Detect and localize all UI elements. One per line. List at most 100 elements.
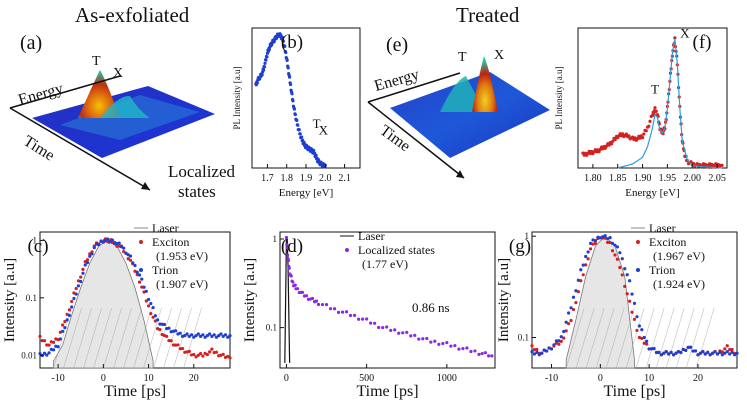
data-point-c bbox=[167, 326, 171, 330]
data-point-g bbox=[542, 348, 546, 352]
data-point-g bbox=[637, 335, 641, 340]
data-point-c bbox=[74, 292, 78, 296]
data-point-c bbox=[72, 296, 76, 301]
y-tick-label-c: 0.01 bbox=[21, 350, 37, 360]
data-point-c bbox=[192, 352, 196, 357]
data-point-c bbox=[149, 312, 153, 316]
data-point-f bbox=[611, 139, 615, 143]
peak-label-b-1: X bbox=[319, 123, 329, 138]
y-axis-label-f: PL Intensity [a.u] bbox=[554, 67, 564, 130]
legend-swatch-d bbox=[345, 248, 349, 252]
data-point-c bbox=[210, 334, 214, 338]
data-point-g bbox=[642, 335, 646, 340]
data-point-d bbox=[373, 321, 377, 325]
annotation-d: 0.86 ns bbox=[412, 300, 450, 315]
data-point-d bbox=[285, 246, 289, 250]
x-tick-label-f: 2.00 bbox=[683, 173, 701, 184]
legend-sub-g: (1.924 eV) bbox=[653, 277, 705, 291]
data-point-g bbox=[549, 347, 554, 351]
data-point-c bbox=[81, 267, 85, 271]
data-point-g bbox=[669, 350, 673, 354]
data-point-d bbox=[461, 346, 465, 351]
data-point-g bbox=[613, 243, 617, 247]
chart-d: 0 500 1000 1 0.1 Time [ps] Intensity [a.u] (d) L… bbox=[242, 229, 496, 400]
data-point-c bbox=[208, 332, 212, 336]
x-axis-label-b: Energy [eV] bbox=[279, 187, 333, 199]
data-point-g bbox=[606, 240, 610, 244]
data-point-c bbox=[79, 275, 83, 279]
data-point-g bbox=[562, 336, 566, 340]
legend-label-c: Exciton bbox=[152, 235, 189, 249]
data-point-c bbox=[146, 297, 151, 302]
laser-hatch-c bbox=[113, 307, 132, 369]
data-point-c bbox=[61, 329, 65, 333]
data-point-g bbox=[618, 251, 622, 255]
data-point-d bbox=[316, 302, 321, 307]
x-tick-label-b: 1.9 bbox=[300, 173, 313, 184]
data-point-c bbox=[122, 246, 126, 250]
data-point-d bbox=[490, 354, 494, 358]
data-point-c bbox=[137, 273, 142, 277]
data-point-f bbox=[647, 124, 651, 128]
data-point-d bbox=[397, 331, 401, 335]
data-point-d bbox=[357, 317, 361, 321]
data-point-c bbox=[205, 352, 209, 357]
data-point-g bbox=[581, 263, 585, 267]
data-point-b bbox=[255, 81, 259, 85]
laser-hatch-g bbox=[575, 307, 595, 369]
x-tick-label-b: 2.0 bbox=[319, 173, 332, 184]
data-point-d bbox=[480, 351, 484, 356]
data-point-g bbox=[645, 342, 649, 346]
data-point-g bbox=[613, 253, 617, 257]
data-point-g bbox=[545, 349, 549, 353]
data-point-f bbox=[648, 119, 652, 123]
data-point-b bbox=[261, 68, 266, 72]
data-point-f bbox=[701, 162, 706, 166]
data-point-g bbox=[530, 349, 534, 354]
data-point-d bbox=[300, 290, 305, 294]
data-point-g bbox=[693, 349, 698, 353]
y-axis-label-c: Intensity [a.u] bbox=[2, 258, 18, 342]
data-point-g bbox=[649, 347, 654, 351]
panel-e-surface bbox=[367, 56, 550, 179]
data-point-c bbox=[146, 304, 151, 308]
data-point-c bbox=[76, 284, 81, 288]
laser-hatch-g bbox=[655, 307, 675, 369]
data-point-g bbox=[637, 324, 641, 328]
data-point-c bbox=[88, 252, 92, 256]
data-point-g bbox=[569, 306, 573, 310]
data-point-f bbox=[642, 132, 646, 136]
data-point-d bbox=[401, 331, 405, 335]
data-point-g bbox=[586, 250, 590, 254]
data-point-c bbox=[61, 323, 65, 327]
data-point-g bbox=[630, 292, 634, 296]
laser-hatch-g bbox=[565, 307, 585, 369]
data-point-d bbox=[310, 296, 315, 301]
data-point-c bbox=[74, 286, 78, 291]
data-point-g bbox=[535, 350, 539, 354]
data-point-d bbox=[449, 344, 453, 348]
panel-e-tag: (e) bbox=[386, 34, 409, 56]
peak-label-f-1: X bbox=[680, 25, 690, 40]
panel-e-peak-t: T bbox=[458, 50, 467, 65]
data-point-g bbox=[586, 257, 590, 261]
data-point-c bbox=[212, 333, 216, 337]
data-point-b bbox=[260, 73, 264, 77]
laser-hatch-g bbox=[685, 307, 705, 369]
data-point-c bbox=[176, 343, 180, 347]
data-point-d bbox=[429, 340, 433, 344]
data-point-f bbox=[695, 162, 699, 166]
data-point-g bbox=[632, 317, 637, 321]
data-point-b bbox=[291, 99, 295, 103]
y-axis-label-d: Intensity [a.u] bbox=[242, 258, 258, 342]
data-point-c bbox=[201, 354, 205, 358]
data-point-g bbox=[610, 241, 615, 246]
data-point-g bbox=[635, 328, 639, 333]
data-point-d bbox=[296, 287, 300, 291]
panel-a-note-2: states bbox=[178, 182, 216, 201]
data-point-g bbox=[623, 267, 627, 271]
data-point-d bbox=[365, 317, 369, 321]
y-tick-label-g: 0.1 bbox=[518, 333, 529, 343]
x-tick-label-f: 1.85 bbox=[609, 173, 627, 184]
x-tick-label-b: 1.7 bbox=[261, 173, 274, 184]
